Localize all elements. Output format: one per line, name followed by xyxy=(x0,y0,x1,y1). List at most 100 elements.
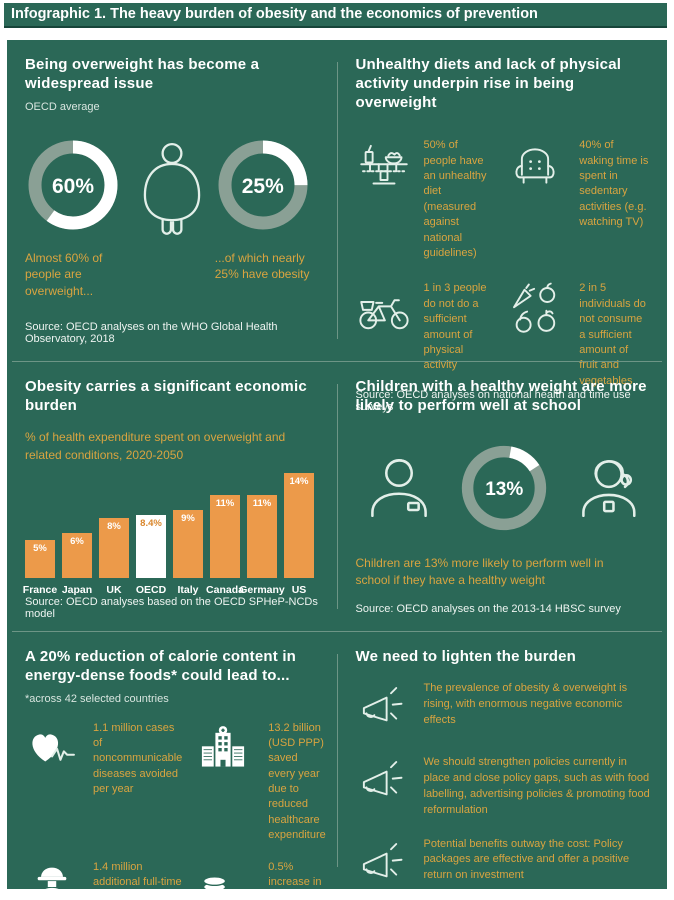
diet-item-text: 40% of waking time is spent in sedentary… xyxy=(579,139,649,229)
donut-60-caption: Almost 60% of people are overweight... xyxy=(25,250,103,299)
infographic-title-bar: Infographic 1. The heavy burden of obesi… xyxy=(4,3,667,28)
worker-icon xyxy=(25,860,81,889)
donut-60-value: 60% xyxy=(51,175,95,198)
bar-category-label: Japan xyxy=(61,583,93,596)
donut-25-value: 25% xyxy=(241,175,284,198)
infographic-body: Being overweight has become a widespread… xyxy=(7,40,667,889)
calorie-items: 1.1 million cases of noncommunicable dis… xyxy=(25,721,326,889)
bar-category-label: US xyxy=(291,583,307,596)
bar-value-label: 5% xyxy=(33,542,47,554)
bar-canada: 11% Canada xyxy=(206,494,244,596)
bar-france: 5% France xyxy=(22,539,58,596)
hospital-icon xyxy=(196,721,252,777)
donut-col-obesity: 25% ...of which nearly 25% have obesity xyxy=(215,137,323,284)
vertical-divider xyxy=(336,384,338,609)
megaphone-icon xyxy=(356,681,412,737)
section-children: Children with a healthy weight are more … xyxy=(338,362,668,631)
lighten-items: The prevalence of obesity & overweight i… xyxy=(356,681,654,889)
coins-icon xyxy=(196,860,252,889)
donut-60: 60% xyxy=(25,137,121,238)
bar-category-label: Germany xyxy=(239,583,285,596)
calorie-item-text: 1.4 million additional full-time workers… xyxy=(93,860,182,889)
lighten-item: The prevalence of obesity & overweight i… xyxy=(356,681,654,737)
donut-25-caption: ...of which nearly 25% have obesity xyxy=(214,250,310,282)
horizontal-divider xyxy=(12,631,662,632)
row-burden-children: Obesity carries a significant economic b… xyxy=(7,362,667,631)
bar-category-label: Italy xyxy=(177,583,199,596)
bar-uk: 8% UK xyxy=(99,517,129,596)
section-subtitle: *across 42 selected countries xyxy=(25,692,169,705)
bar-value-label: 11% xyxy=(252,497,272,509)
bar-value-label: 9% xyxy=(181,512,195,524)
megaphone-icon xyxy=(356,755,412,811)
bar-value-label: 6% xyxy=(70,535,84,547)
diet-items: 50% of people have an unhealthy diet (me… xyxy=(356,138,654,389)
lighten-item: Potential benefits outway the cost: Poli… xyxy=(356,837,654,890)
overweight-person-icon xyxy=(135,141,209,246)
section-economic-burden: Obesity carries a significant economic b… xyxy=(7,362,337,631)
diet-item-text: 1 in 3 people do not do a sufficient amo… xyxy=(423,282,487,372)
bicycle-icon xyxy=(356,281,412,337)
bar-us: 14% US xyxy=(284,472,314,596)
heart-pulse-icon xyxy=(25,721,81,777)
section-title: Children with a healthy weight are more … xyxy=(355,378,647,414)
section-calorie-reduction: A 20% reduction of calorie content in en… xyxy=(7,632,337,889)
section-title: We need to lighten the burden xyxy=(355,648,577,665)
source-line: Source: OECD analyses based on the OECD … xyxy=(25,595,318,620)
bar-japan: 6% Japan xyxy=(61,532,93,596)
section-lighten-burden: We need to lighten the burden The preval… xyxy=(338,632,668,889)
bar-value-label: 8.4% xyxy=(140,517,162,529)
section-title: Obesity carries a significant economic b… xyxy=(25,378,307,414)
bar-category-label: UK xyxy=(106,583,122,596)
section-subtitle: OECD average xyxy=(25,100,100,113)
bar-italy: 9% Italy xyxy=(173,509,203,596)
bar-germany: 11% Germany xyxy=(239,494,285,596)
section-title: Unhealthy diets and lack of physical act… xyxy=(355,56,622,111)
bar-value-label: 8% xyxy=(107,520,121,532)
children-graphics: 13% xyxy=(356,442,654,539)
lighten-item-text: The prevalence of obesity & overweight i… xyxy=(423,681,628,726)
dining-table-icon xyxy=(356,138,412,194)
section-diet: Unhealthy diets and lack of physical act… xyxy=(338,40,668,413)
calorie-item-text: 1.1 million cases of noncommunicable dis… xyxy=(93,721,183,796)
diet-item-text: 2 in 5 individuals do not consume a suff… xyxy=(579,282,646,387)
diet-item-text: 50% of people have an unhealthy diet (me… xyxy=(423,139,487,259)
donut-25: 25% xyxy=(215,137,311,238)
lighten-item: We should strengthen policies currently … xyxy=(356,755,654,819)
vertical-divider xyxy=(336,654,338,867)
donut-25-chart xyxy=(218,140,308,229)
source-line: Source: OECD analyses on national health… xyxy=(355,389,631,414)
girl-icon xyxy=(573,451,647,530)
bar-oecd: 8.4% OECD xyxy=(135,514,167,596)
megaphone-icon xyxy=(356,837,412,890)
section-title: Being overweight has become a widespread… xyxy=(25,56,260,92)
bar-category-label: OECD xyxy=(135,583,167,596)
fruit-vegetables-icon xyxy=(507,281,563,337)
section-overweight: Being overweight has become a widespread… xyxy=(7,40,337,361)
bar-value-label: 14% xyxy=(289,475,309,487)
chart-title: % of health expenditure spent on overwei… xyxy=(25,429,286,463)
lighten-item-text: Potential benefits outway the cost: Poli… xyxy=(423,837,630,882)
donut-60-chart xyxy=(28,140,118,229)
row-calorie-lighten: A 20% reduction of calorie content in en… xyxy=(7,632,667,889)
donut-13: 13% xyxy=(458,442,550,539)
health-expenditure-bar-chart: 5% France 6% Japan 8% UK 8.4% OECD 9% Italy 11% Can… xyxy=(22,472,323,596)
section-title: A 20% reduction of calorie content in en… xyxy=(25,648,297,684)
overweight-donuts: 60% Almost 60% of people are overweight.… xyxy=(25,137,323,300)
boy-icon xyxy=(362,451,436,530)
bar-category-label: France xyxy=(22,583,58,596)
source-line: Source: OECD analyses on the 2013-14 HBS… xyxy=(355,603,621,615)
lighten-item-text: We should strengthen policies currently … xyxy=(423,755,650,816)
bar-value-label: 11% xyxy=(215,497,235,509)
vertical-divider xyxy=(336,62,338,339)
donut-col-overweight: 60% Almost 60% of people are overweight.… xyxy=(25,137,133,300)
bar-category-label: Canada xyxy=(206,583,244,596)
children-caption: Children are 13% more likely to perform … xyxy=(355,555,604,587)
donut-13-value: 13% xyxy=(485,479,524,500)
calorie-item-text: 13.2 billion (USD PPP) saved every year … xyxy=(268,721,326,842)
horizontal-divider xyxy=(12,361,662,362)
infographic-title: Infographic 1. The heavy burden of obesi… xyxy=(11,6,538,22)
row-overweight-diet: Being overweight has become a widespread… xyxy=(7,40,668,413)
calorie-item-text: 0.5% increase in GDP xyxy=(268,860,322,889)
donut-13-chart xyxy=(462,445,547,530)
